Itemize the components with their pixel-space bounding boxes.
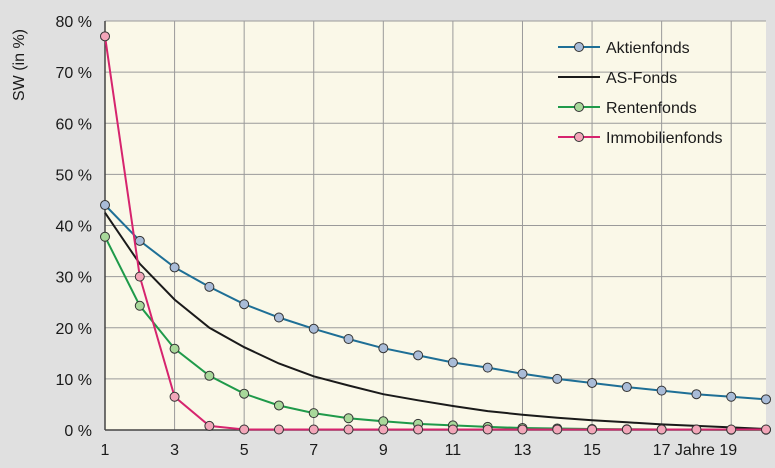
series-layer <box>100 31 771 435</box>
series-immobilienfonds <box>100 31 771 435</box>
data-point <box>204 370 215 381</box>
data-point <box>447 357 458 368</box>
data-point <box>378 416 389 427</box>
series-as-fonds <box>104 212 767 430</box>
data-point <box>239 424 250 435</box>
data-point <box>308 424 319 435</box>
x-tick-label: 9 <box>379 442 388 459</box>
data-point <box>239 299 250 310</box>
series-line <box>104 36 766 431</box>
data-point <box>308 323 319 334</box>
data-point <box>378 343 389 354</box>
legend-label: Aktienfonds <box>606 40 690 57</box>
x-tick-label: 3 <box>170 442 179 459</box>
y-tick-label: 40 % <box>56 219 92 236</box>
y-tick-label: 60 % <box>56 116 92 133</box>
series-line <box>104 212 767 430</box>
data-point <box>413 424 424 435</box>
data-point <box>273 400 284 411</box>
x-tick-label: 13 <box>514 442 532 459</box>
data-point <box>204 281 215 292</box>
data-point <box>134 271 145 282</box>
data-point <box>308 408 319 419</box>
data-point <box>239 388 250 399</box>
data-point <box>517 424 528 435</box>
axes: 0 %10 %20 %30 %40 %50 %60 %70 %80 %1 3 5 7 9… <box>56 14 766 459</box>
data-point <box>761 424 771 435</box>
data-point <box>378 424 389 435</box>
grid <box>105 20 766 430</box>
legend-label: Immobilienfonds <box>606 130 723 147</box>
y-tick-label: 80 % <box>56 14 92 31</box>
data-point <box>413 350 424 361</box>
y-tick-label: 20 % <box>56 321 92 338</box>
y-tick-label: 30 % <box>56 270 92 287</box>
data-point <box>100 200 110 211</box>
data-point <box>343 333 354 344</box>
data-point <box>587 377 598 388</box>
data-point <box>343 413 354 424</box>
legend-item-rentenfonds: Rentenfonds <box>558 100 697 117</box>
data-point <box>100 31 110 42</box>
x-tick-label: 15 <box>583 442 601 459</box>
data-point <box>691 389 702 400</box>
data-point <box>656 424 667 435</box>
data-point <box>656 385 667 396</box>
legend-item-as-fonds: AS-Fonds <box>558 70 677 87</box>
data-point <box>587 424 598 435</box>
legend: Aktienfonds AS-Fonds Rentenfonds Immobilien… <box>558 40 723 147</box>
x-tick-label: 5 <box>240 442 249 459</box>
y-tick-label: 10 % <box>56 372 92 389</box>
legend-marker <box>574 102 584 112</box>
data-point <box>621 382 632 393</box>
data-point <box>134 300 145 311</box>
legend-label: AS-Fonds <box>606 70 677 87</box>
data-point <box>761 394 771 405</box>
data-point <box>517 368 528 379</box>
y-tick-label: 50 % <box>56 167 92 184</box>
data-point <box>134 235 145 246</box>
legend-marker <box>574 132 584 142</box>
data-point <box>691 424 702 435</box>
x-tick-label: 1 <box>101 442 110 459</box>
x-tick-label: 7 <box>309 442 318 459</box>
data-point <box>482 362 493 373</box>
x-tick-label: 11 <box>445 442 462 459</box>
y-tick-label: 70 % <box>56 65 92 82</box>
legend-item-immobilienfonds: Immobilienfonds <box>558 130 723 147</box>
series-line <box>104 204 767 401</box>
y-axis-label: SW (in %) <box>11 29 28 101</box>
data-point <box>100 231 110 242</box>
data-point <box>552 373 563 384</box>
data-point <box>204 420 215 431</box>
x-tick-label: 17 Jahre 19 <box>653 442 738 459</box>
data-point <box>169 391 180 402</box>
data-point <box>169 343 180 354</box>
legend-label: Rentenfonds <box>606 100 697 117</box>
legend-marker <box>574 42 584 52</box>
data-point <box>482 424 493 435</box>
data-point <box>621 424 632 435</box>
data-point <box>726 391 737 402</box>
data-point <box>726 424 737 435</box>
data-point <box>447 424 458 435</box>
data-point <box>169 262 180 273</box>
series-aktienfonds <box>100 200 771 405</box>
y-tick-label: 0 % <box>64 423 92 440</box>
data-point <box>343 424 354 435</box>
legend-item-aktienfonds: Aktienfonds <box>558 40 690 57</box>
data-point <box>552 424 563 435</box>
data-point <box>273 424 284 435</box>
data-point <box>273 312 284 323</box>
